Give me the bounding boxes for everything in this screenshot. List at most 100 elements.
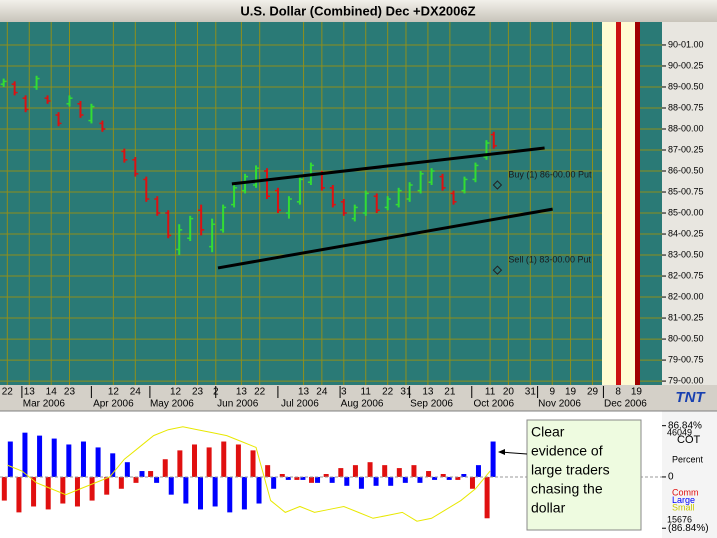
month-label: Aug 2006 <box>341 399 384 410</box>
y-tick-label: 87-00.25 <box>668 144 704 154</box>
legend-entry: Small <box>672 502 695 512</box>
cot-bar <box>455 476 461 480</box>
cot-bar <box>388 476 394 486</box>
cot-bar <box>440 474 446 477</box>
cot-bar <box>373 476 379 486</box>
month-label: Apr 2006 <box>93 399 134 410</box>
note-box <box>526 419 642 531</box>
note-text: dollar <box>531 500 566 516</box>
x-tick-label: 9 <box>549 387 555 398</box>
cot-bar <box>74 476 80 507</box>
x-tick-label: 22 <box>2 387 14 398</box>
cot-bar <box>212 476 218 507</box>
y-tick-label: 85-00.75 <box>668 186 704 196</box>
note-text: chasing the <box>531 481 603 497</box>
x-tick-label: 12 <box>170 387 182 398</box>
order-marker <box>492 180 503 190</box>
legend-entry: Large <box>672 495 695 505</box>
cot-bar <box>45 476 51 510</box>
cot-bar <box>411 465 417 477</box>
cot-bar <box>382 465 388 477</box>
cot-bar <box>139 471 145 477</box>
month-label: Sep 2006 <box>410 399 453 410</box>
cot-bar <box>60 476 66 504</box>
price-plot-area <box>0 22 662 385</box>
x-tick-label: 13 <box>236 387 248 398</box>
cot-bar <box>227 476 233 513</box>
y-tick-label: 81-00.25 <box>668 312 704 322</box>
y-tick-label: 86.84% <box>668 420 702 431</box>
trend-line <box>231 146 545 186</box>
cot-axis-area <box>662 411 717 538</box>
cot-bar <box>352 465 358 477</box>
order-label: Sell (1) 83-00.00 Put <box>508 255 591 265</box>
x-tick-label: 21 <box>444 387 456 398</box>
cot-bar <box>417 476 423 483</box>
cot-bar <box>177 450 183 477</box>
x-tick-label: 13 <box>422 387 434 398</box>
x-axis-area <box>0 385 717 411</box>
expiry-line <box>616 22 621 385</box>
cot-bar <box>118 476 124 489</box>
cot-title: COT <box>677 434 701 446</box>
cot-bar <box>241 476 247 510</box>
x-tick-label: 12 <box>108 387 120 398</box>
cot-bar <box>22 432 28 477</box>
price-axis-area <box>662 22 717 385</box>
side-value: 46049 <box>667 427 692 437</box>
cot-bar <box>168 476 174 495</box>
title-bar <box>0 0 717 22</box>
cot-bar <box>95 447 101 477</box>
y-tick-label: 88-00.75 <box>668 102 704 112</box>
order-label: Buy (1) 86-00.00 Put <box>508 169 592 179</box>
cot-bar <box>294 476 300 480</box>
cot-bar <box>344 476 350 486</box>
cot-bar <box>285 476 291 480</box>
cot-bar <box>432 476 438 480</box>
expiry-band <box>621 22 635 385</box>
y-tick-label: 89-00.50 <box>668 81 704 91</box>
trend-line <box>217 207 553 270</box>
cot-bar <box>271 476 277 489</box>
cot-bar <box>235 444 241 477</box>
cot-bar <box>198 476 204 510</box>
cot-bar <box>89 476 95 501</box>
cot-bar <box>469 476 475 489</box>
legend-entry: Comm <box>672 487 699 497</box>
x-tick-label: 11 <box>485 387 496 398</box>
y-tick-label: 79-00.75 <box>668 354 704 364</box>
cot-bar <box>256 476 262 504</box>
y-tick-label: 90-01.00 <box>668 39 704 49</box>
y-tick-label: 82-00.75 <box>668 270 704 280</box>
cot-bar <box>110 453 116 477</box>
cot-bar <box>250 450 256 477</box>
month-label: May 2006 <box>150 399 194 410</box>
x-tick-label: 31 <box>400 387 412 398</box>
cot-bar <box>446 476 452 480</box>
month-label: Jul 2006 <box>281 399 319 410</box>
cot-bar <box>37 435 43 477</box>
note-arrowhead <box>498 449 505 455</box>
x-tick-label: 8 <box>615 387 621 398</box>
cot-bar <box>402 476 408 483</box>
cot-bar <box>329 476 335 483</box>
cot-bar <box>300 476 306 480</box>
cot-line <box>7 426 491 522</box>
cot-bar <box>51 438 57 477</box>
cot-bar <box>358 476 364 489</box>
x-tick-label: 31 <box>525 387 537 398</box>
x-tick-label: 23 <box>192 387 204 398</box>
month-label: Nov 2006 <box>538 399 581 410</box>
month-label: Mar 2006 <box>23 399 66 410</box>
cot-bar <box>484 476 490 519</box>
cot-bar <box>124 462 130 477</box>
x-tick-label: 22 <box>382 387 394 398</box>
x-tick-label: 14 <box>46 387 58 398</box>
cot-bar <box>323 474 329 477</box>
cot-bar <box>16 476 22 513</box>
cot-bar <box>162 459 168 477</box>
cot-bar <box>80 441 86 477</box>
y-tick-label: 88-00.00 <box>668 123 704 133</box>
cot-bar <box>265 465 271 477</box>
